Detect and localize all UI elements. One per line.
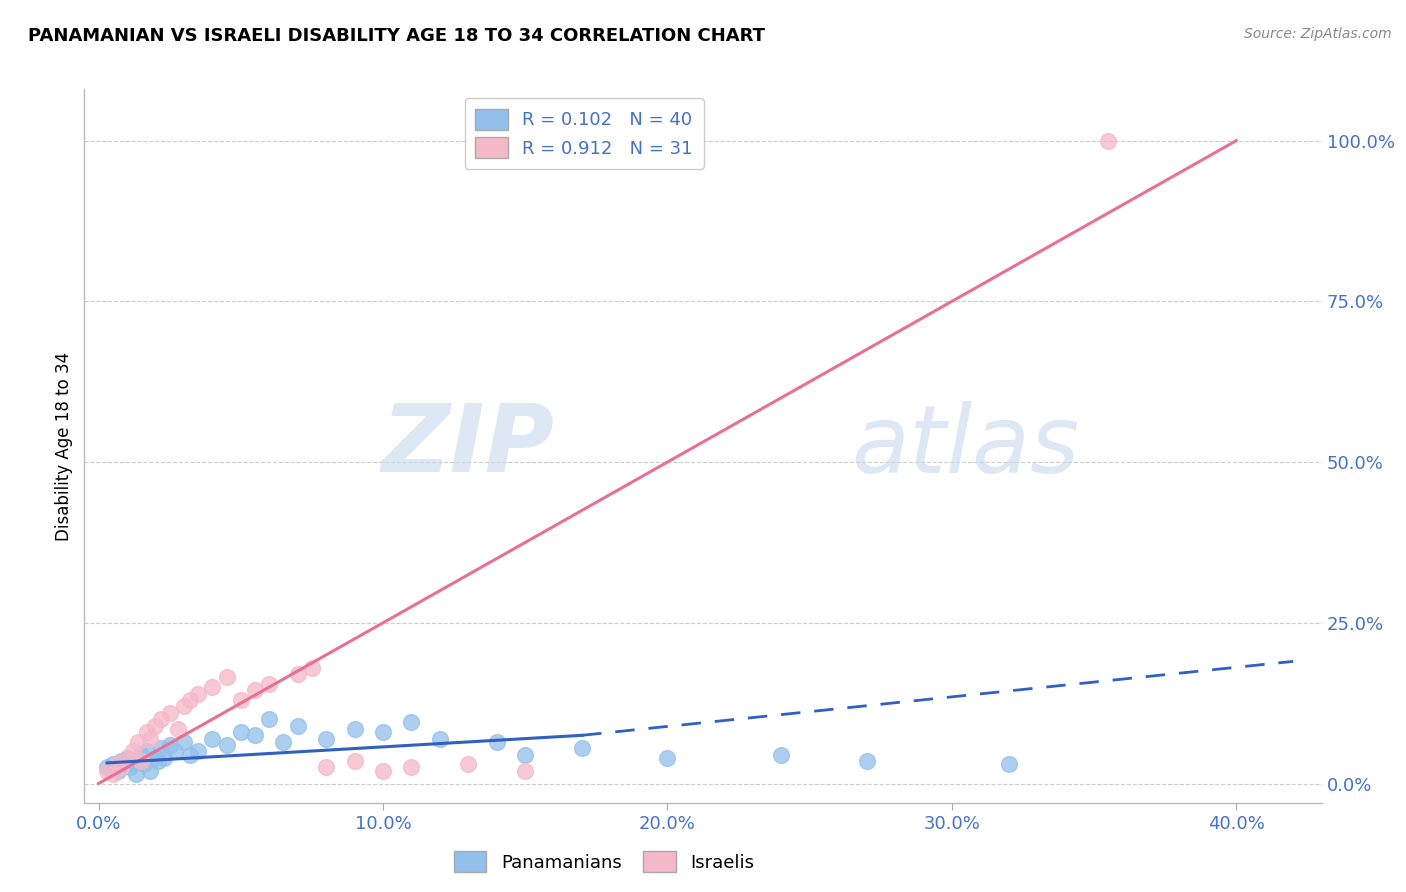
Point [148, 754, 170, 768]
Point [121, 744, 143, 758]
Point [257, 712, 280, 726]
Point [179, 747, 201, 762]
Point [997, 757, 1019, 772]
Point [115, 751, 138, 765]
Point [770, 747, 793, 762]
Point [101, 767, 124, 781]
Point [121, 757, 143, 772]
Point [457, 757, 479, 772]
Point [287, 719, 309, 733]
Point [173, 699, 195, 714]
Point [110, 754, 132, 768]
Point [301, 661, 323, 675]
Point [115, 751, 138, 765]
Text: atlas: atlas [852, 401, 1080, 491]
Point [401, 715, 423, 730]
Point [315, 731, 337, 746]
Point [215, 670, 238, 684]
Point [401, 760, 423, 774]
Point [287, 667, 309, 681]
Point [571, 741, 593, 756]
Point [515, 747, 537, 762]
Point [657, 751, 679, 765]
Point [132, 757, 155, 772]
Point [371, 764, 394, 778]
Point [429, 731, 451, 746]
Point [215, 738, 238, 752]
Point [855, 754, 877, 768]
Point [179, 693, 201, 707]
Point [243, 683, 266, 698]
Point [127, 735, 149, 749]
Point [145, 751, 167, 765]
Y-axis label: Disability Age 18 to 34: Disability Age 18 to 34 [55, 351, 73, 541]
Point [107, 764, 129, 778]
Point [153, 751, 176, 765]
Point [129, 754, 152, 768]
Point [229, 725, 252, 739]
Point [129, 747, 152, 762]
Point [187, 744, 209, 758]
Point [315, 760, 337, 774]
Point [201, 680, 224, 694]
Point [107, 757, 129, 772]
Point [165, 744, 187, 758]
Point [145, 719, 167, 733]
Point [485, 735, 508, 749]
Text: PANAMANIAN VS ISRAELI DISABILITY AGE 18 TO 34 CORRELATION CHART: PANAMANIAN VS ISRAELI DISABILITY AGE 18 … [28, 27, 765, 45]
Point [343, 722, 366, 736]
Point [273, 735, 295, 749]
Point [173, 735, 195, 749]
Point [118, 760, 141, 774]
Point [139, 731, 162, 746]
Point [150, 712, 173, 726]
Point [101, 757, 124, 772]
Point [229, 693, 252, 707]
Point [343, 754, 366, 768]
Point [515, 764, 537, 778]
Text: ZIP: ZIP [381, 400, 554, 492]
Point [136, 725, 159, 739]
Point [201, 731, 224, 746]
Point [167, 722, 190, 736]
Point [124, 767, 146, 781]
Text: Source: ZipAtlas.com: Source: ZipAtlas.com [1244, 27, 1392, 41]
Point [96, 764, 118, 778]
Legend: Panamanians, Israelis: Panamanians, Israelis [447, 844, 762, 880]
Point [159, 738, 181, 752]
Point [1097, 134, 1119, 148]
Point [96, 760, 118, 774]
Point [243, 728, 266, 742]
Point [187, 686, 209, 700]
Point [139, 764, 162, 778]
Point [136, 744, 159, 758]
Point [159, 706, 181, 720]
Point [257, 677, 280, 691]
Point [150, 741, 173, 756]
Point [110, 760, 132, 774]
Point [371, 725, 394, 739]
